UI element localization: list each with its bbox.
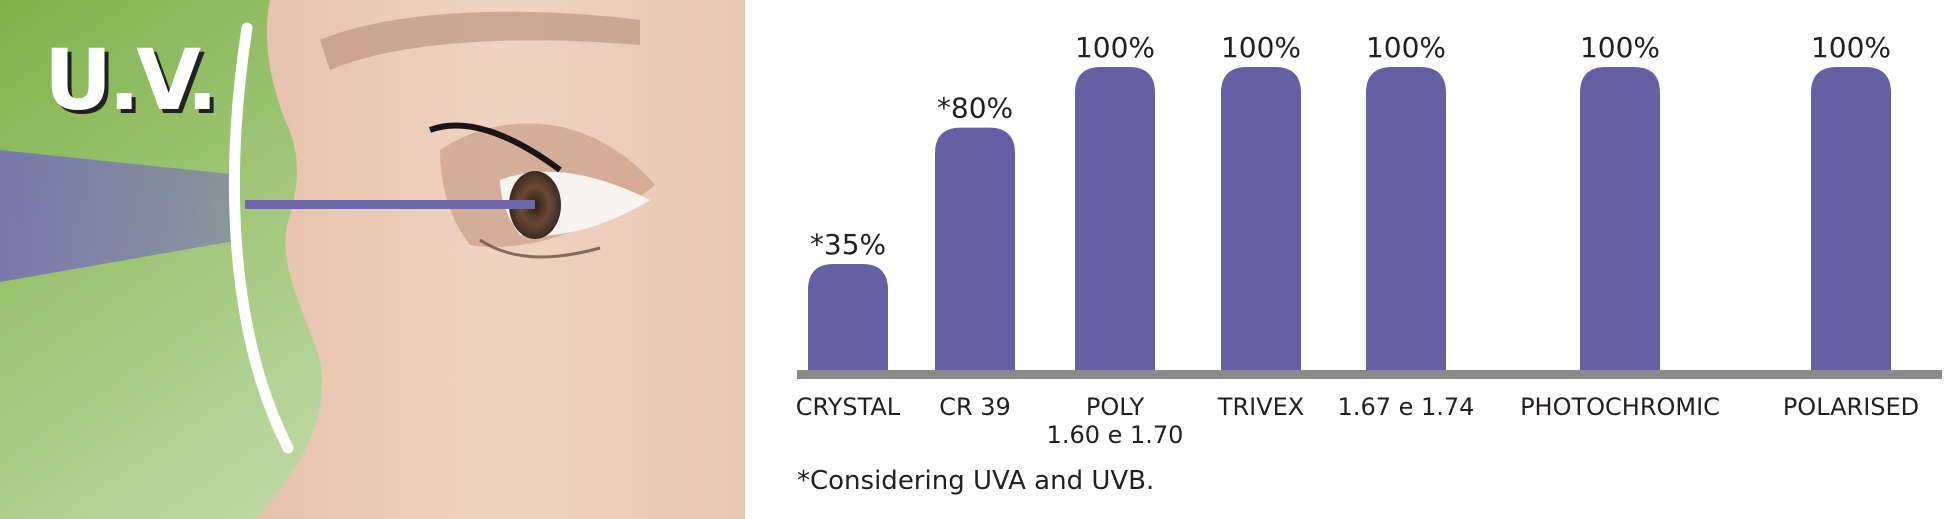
chart-baseline xyxy=(797,370,1942,379)
eyelashes-shape xyxy=(428,122,562,173)
face-shape xyxy=(255,0,745,519)
uv-light-ray xyxy=(245,200,535,209)
uv-light-beam xyxy=(0,150,240,282)
category-label-3: TRIVEX xyxy=(1217,393,1304,421)
bar-value-label-6: 100% xyxy=(1811,31,1891,64)
bar-5 xyxy=(1580,67,1660,370)
eye-illustration xyxy=(0,0,745,519)
bar-2 xyxy=(1075,67,1155,370)
lens-shape xyxy=(229,22,294,454)
bar-value-label-1: *80% xyxy=(937,92,1013,125)
bar-4 xyxy=(1366,67,1446,370)
eyebrow-shape xyxy=(320,11,640,70)
bar-value-label-2: 100% xyxy=(1075,31,1155,64)
category-label-4: 1.67 e 1.74 xyxy=(1338,393,1475,421)
eye-photo: U.V. xyxy=(0,0,745,519)
uv-title: U.V. xyxy=(44,31,218,129)
bar-value-label-0: *35% xyxy=(810,228,886,261)
category-label-5: PHOTOCHROMIC xyxy=(1520,393,1720,421)
category-label-2: POLY 1.60 e 1.70 xyxy=(1047,393,1184,449)
bar-3 xyxy=(1221,67,1301,370)
chart-footnote: *Considering UVA and UVB. xyxy=(797,466,1155,496)
bar-1 xyxy=(935,127,1015,370)
category-label-0: CRYSTAL xyxy=(796,393,901,421)
bar-chart: *35% CRYSTAL *80% CR 39 100% POLY 1.60 e 1.70 1… xyxy=(796,31,1942,449)
bar-value-label-3: 100% xyxy=(1221,31,1301,64)
bar-value-label-4: 100% xyxy=(1366,31,1446,64)
bar-value-label-5: 100% xyxy=(1580,31,1660,64)
bar-0 xyxy=(808,263,888,370)
bar-6 xyxy=(1811,67,1891,370)
category-label-6: POLARISED xyxy=(1783,393,1919,421)
uv-protection-chart: *35% CRYSTAL *80% CR 39 100% POLY 1.60 e 1.70 1… xyxy=(745,0,1949,519)
category-label-1: CR 39 xyxy=(939,393,1011,421)
